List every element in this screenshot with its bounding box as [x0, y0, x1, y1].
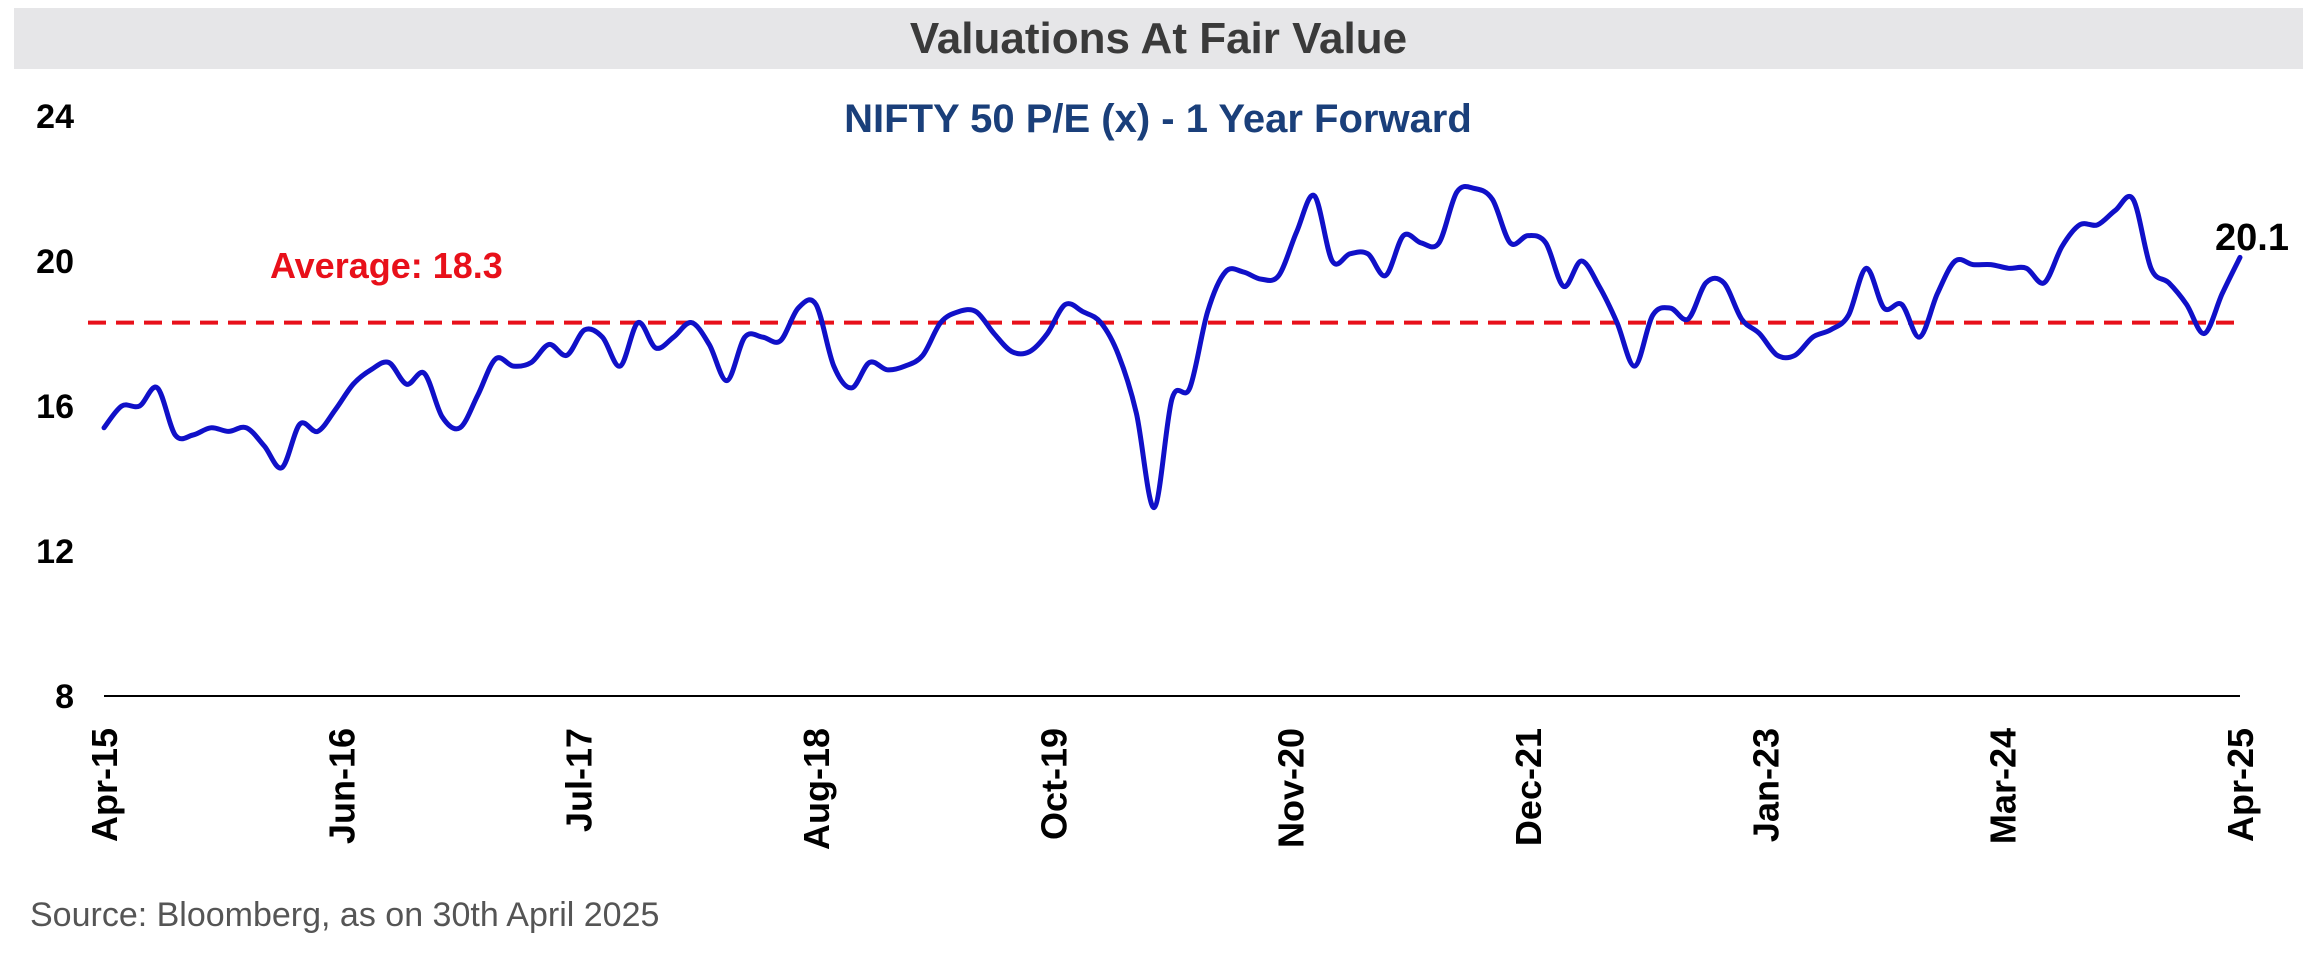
x-tick-label: Dec-21	[1508, 728, 1549, 846]
header-bar: Valuations At Fair Value	[14, 8, 2303, 69]
series-line-pe	[101, 183, 2243, 511]
y-tick-label: 12	[36, 533, 74, 571]
y-axis: 8 12 16 20 24	[36, 98, 74, 716]
page-title: Valuations At Fair Value	[909, 13, 1408, 63]
y-tick-label: 20	[36, 243, 74, 281]
chart-title: NIFTY 50 P/E (x) - 1 Year Forward	[844, 97, 1472, 141]
x-tick-label: Apr-15	[84, 728, 125, 842]
y-tick-label: 16	[36, 388, 74, 426]
x-tick-label: Jul-17	[559, 728, 600, 832]
y-tick-label: 24	[36, 98, 74, 136]
x-tick-label: Nov-20	[1271, 728, 1312, 848]
source-note: Source: Bloomberg, as on 30th April 2025	[30, 896, 660, 934]
average-label: Average: 18.3	[270, 245, 503, 286]
y-tick-label: 8	[55, 678, 74, 716]
x-tick-label: Jun-16	[321, 728, 362, 844]
x-tick-label: Oct-19	[1033, 728, 1074, 840]
x-tick-label: Mar-24	[1983, 728, 2024, 844]
x-tick-label: Aug-18	[796, 728, 837, 850]
x-axis: Apr-15 Jun-16 Jul-17 Aug-18 Oct-19 Nov-20 Dec-…	[84, 728, 2261, 850]
last-value-label: 20.1	[2215, 217, 2289, 259]
x-tick-label: Apr-25	[2220, 728, 2261, 842]
x-tick-label: Jan-23	[1745, 728, 1786, 842]
